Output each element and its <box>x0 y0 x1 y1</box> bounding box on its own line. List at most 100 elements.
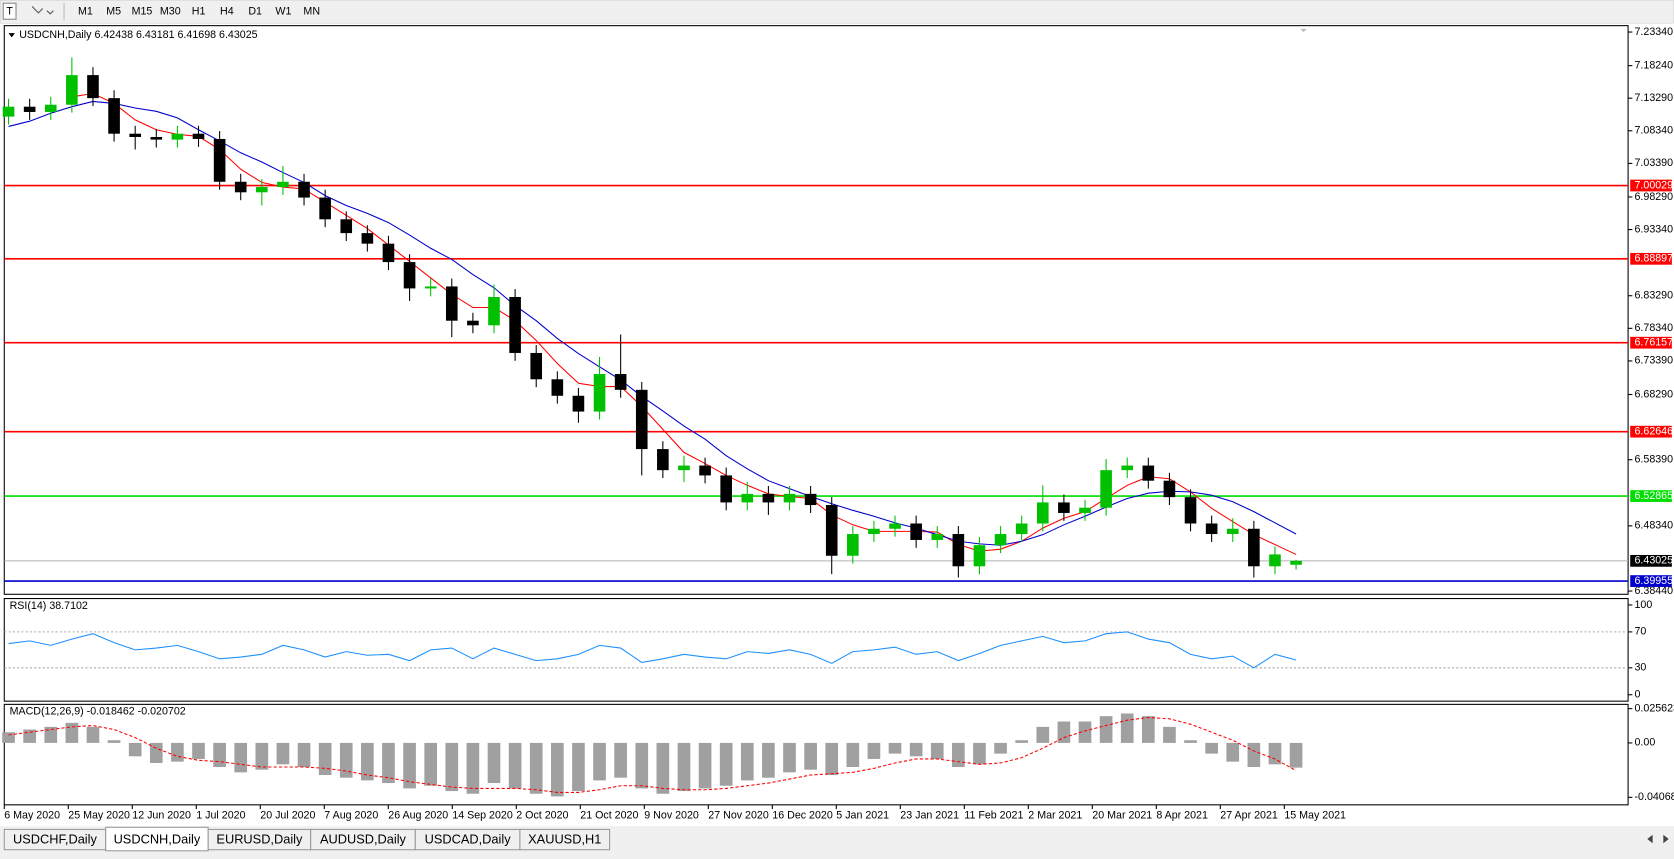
macd-bar <box>213 742 226 767</box>
x-tick-label: 8 Apr 2021 <box>1156 809 1208 821</box>
macd-bar <box>698 742 712 789</box>
candle-body <box>530 352 543 380</box>
timeframe-button[interactable] <box>129 2 155 21</box>
y-tick-label: 7.18240 <box>1634 59 1673 71</box>
symbol-tab-label[interactable]: EURUSD,Daily <box>216 831 303 846</box>
candle-body <box>952 534 965 567</box>
symbol-tab-label[interactable]: XAUUSD,H1 <box>528 831 601 846</box>
candle-body <box>509 296 521 353</box>
candle-body <box>256 187 268 193</box>
timeframe-button[interactable] <box>185 2 212 21</box>
y-tick-label: 6.98290 <box>1634 191 1673 203</box>
macd-bar <box>2 732 15 743</box>
candle-body <box>614 374 627 390</box>
candle-body <box>298 181 310 198</box>
macd-bar <box>677 742 691 792</box>
y-tick-label: 6.73390 <box>1634 355 1673 367</box>
y-tick-label: 6.38440 <box>1634 585 1673 597</box>
collapse-icon <box>8 33 15 38</box>
level-label-box <box>1630 425 1672 438</box>
timeframe-label[interactable]: W1 <box>275 6 291 18</box>
level-label-box <box>1630 575 1672 587</box>
macd-bar <box>1163 726 1176 743</box>
macd-bar <box>867 742 881 759</box>
timeframe-label[interactable]: M30 <box>160 6 181 18</box>
timeframe-label[interactable]: H4 <box>220 6 234 18</box>
timeframe-label[interactable]: MN <box>303 6 320 18</box>
macd-bar <box>466 742 480 794</box>
macd-title: MACD(12,26,9) -0.018462 -0.020702 <box>10 706 186 718</box>
macd-bar <box>656 742 670 794</box>
moving-average <box>71 92 1297 555</box>
level-label: 6.76157 <box>1634 337 1673 349</box>
candle-body <box>340 219 353 234</box>
macd-bar <box>1015 740 1029 743</box>
macd-bar <box>382 742 395 784</box>
timeframe-button[interactable] <box>270 2 297 21</box>
candle-body <box>657 449 669 471</box>
candle-body <box>1269 554 1281 567</box>
candle-body <box>44 104 57 112</box>
macd-bar <box>550 742 564 797</box>
x-tick-label: 16 Dec 2020 <box>772 809 833 821</box>
macd-bar <box>614 742 627 778</box>
level-label: 6.88897 <box>1634 253 1673 265</box>
y-tick-label: 7.03390 <box>1634 157 1673 169</box>
candle-body <box>361 233 374 244</box>
candle-body <box>150 136 163 140</box>
y-tick-label: 6.48340 <box>1634 520 1673 532</box>
macd-bar <box>740 742 754 781</box>
candle-body <box>234 181 247 193</box>
timeframe-button[interactable] <box>214 2 240 21</box>
timeframe-button[interactable] <box>157 2 184 21</box>
rsi-title: RSI(14) 38.7102 <box>10 600 88 612</box>
macd-bar <box>1057 721 1071 743</box>
macd-bar <box>1120 713 1134 743</box>
timeframe-button[interactable] <box>242 2 268 21</box>
timeframe-label[interactable]: D1 <box>248 6 262 18</box>
timeframe-button[interactable] <box>298 2 325 21</box>
x-tick-label: 7 Aug 2020 <box>324 809 378 821</box>
candle-body <box>1100 470 1112 508</box>
macd-bar <box>783 742 796 773</box>
candle-body <box>889 523 901 529</box>
symbol-tab-label[interactable]: USDCAD,Daily <box>425 831 512 846</box>
x-tick-label: 5 Jan 2021 <box>836 809 889 821</box>
last-price-box <box>1630 554 1672 567</box>
symbol-tab-label[interactable]: USDCNH,Daily <box>114 831 201 846</box>
x-tick-label: 21 Oct 2020 <box>580 809 638 821</box>
text-tool-icon[interactable] <box>2 2 17 20</box>
symbol-tab[interactable] <box>519 828 611 851</box>
candle-body <box>931 534 944 540</box>
level-label: 6.62646 <box>1634 425 1673 437</box>
rsi-line <box>8 631 1297 669</box>
objects-menu-icon[interactable] <box>31 6 54 15</box>
x-tick-label: 1 Jul 2020 <box>196 809 245 821</box>
x-tick-label: 27 Nov 2020 <box>708 809 769 821</box>
timeframe-label[interactable]: M5 <box>106 6 121 18</box>
macd-bar <box>1099 716 1113 743</box>
timeframe-button[interactable] <box>72 2 99 21</box>
candle-body <box>87 75 99 99</box>
macd-bar <box>1036 726 1050 743</box>
symbol-tab-label[interactable]: USDCHF,Daily <box>13 831 97 846</box>
macd-bar <box>1268 742 1282 765</box>
candle-body <box>847 534 859 556</box>
macd-bar <box>719 742 733 786</box>
macd-bar <box>994 742 1007 754</box>
timeframe-label[interactable]: M15 <box>132 6 153 18</box>
tab-scroll-arrows[interactable] <box>1647 834 1669 844</box>
level-label-box <box>1630 490 1672 502</box>
y-tick-label: 6.58390 <box>1634 454 1673 466</box>
level-label: 6.52865 <box>1634 490 1673 502</box>
x-tick-label: 2 Mar 2021 <box>1028 809 1082 821</box>
timeframe-label[interactable]: H1 <box>192 6 206 18</box>
macd-bar <box>86 726 100 743</box>
candle-body <box>488 296 500 326</box>
timeframe-button[interactable] <box>100 2 127 21</box>
symbol-tab-label[interactable]: AUDUSD,Daily <box>320 831 407 846</box>
timeframe-label[interactable]: M1 <box>78 6 93 18</box>
macd-bar <box>930 742 944 759</box>
